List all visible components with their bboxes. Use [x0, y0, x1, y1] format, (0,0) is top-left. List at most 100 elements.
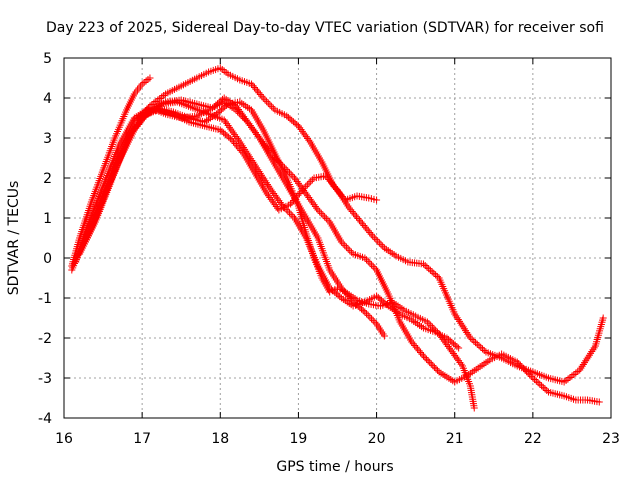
data-point	[426, 266, 434, 274]
data-point	[274, 195, 282, 203]
data-point	[377, 241, 385, 249]
data-point	[428, 268, 436, 276]
data-point	[359, 307, 367, 315]
data-point	[336, 293, 344, 301]
data-point	[301, 131, 309, 139]
x-tick-label: 19	[290, 431, 308, 447]
data-point	[213, 100, 221, 108]
data-point	[468, 336, 476, 344]
data-point	[358, 305, 366, 313]
data-point	[255, 89, 263, 97]
series-track-7	[138, 98, 478, 412]
data-point	[289, 172, 297, 180]
data-point	[341, 241, 349, 249]
data-point	[368, 261, 376, 269]
data-point	[242, 116, 250, 124]
data-point	[350, 209, 358, 217]
data-point	[234, 143, 242, 151]
data-point	[529, 374, 537, 382]
data-point	[218, 127, 226, 135]
x-tick-label: 20	[368, 431, 386, 447]
data-point	[249, 125, 257, 133]
data-point	[427, 360, 435, 368]
x-tick-label: 17	[133, 431, 151, 447]
data-point	[324, 216, 332, 224]
x-tick-label: 18	[211, 431, 229, 447]
data-point	[287, 211, 295, 219]
data-point	[423, 263, 431, 271]
data-point	[446, 337, 454, 345]
data-point	[342, 243, 350, 251]
data-point	[248, 123, 256, 131]
data-point	[284, 207, 292, 215]
data-point	[235, 136, 243, 144]
data-point	[295, 190, 303, 197]
data-point	[249, 82, 257, 90]
data-point	[370, 234, 378, 242]
data-point	[263, 97, 271, 105]
data-point	[215, 98, 223, 106]
data-point	[270, 199, 278, 207]
data-point	[210, 103, 218, 111]
data-point	[302, 190, 310, 198]
data-point	[289, 212, 297, 220]
data-point	[539, 383, 547, 391]
data-point	[276, 198, 284, 206]
data-point	[284, 167, 292, 175]
data-point	[323, 174, 331, 182]
data-point	[261, 141, 269, 149]
data-point	[130, 126, 138, 134]
data-point	[221, 130, 229, 138]
data-point	[302, 133, 310, 141]
data-point	[534, 379, 542, 387]
data-point	[250, 127, 258, 135]
data-point	[136, 119, 144, 127]
data-point	[418, 350, 426, 358]
y-tick-label: 3	[43, 131, 52, 147]
data-point	[305, 194, 313, 202]
data-point	[439, 335, 447, 343]
data-point	[452, 353, 460, 361]
data-point	[298, 127, 306, 135]
data-point	[421, 354, 429, 362]
data-point	[328, 179, 336, 187]
data-point	[466, 334, 474, 342]
data-point	[538, 382, 546, 390]
data-point	[363, 256, 371, 264]
data-point	[271, 191, 279, 199]
data-point	[226, 135, 234, 143]
y-axis-label: SDTVAR / TECUs	[6, 181, 22, 296]
data-point	[302, 183, 310, 191]
data-point	[444, 342, 452, 350]
data-point	[313, 204, 321, 212]
data-point	[430, 325, 438, 333]
data-point	[309, 199, 317, 207]
data-point	[450, 340, 458, 348]
data-point	[258, 92, 266, 100]
data-point	[436, 332, 444, 340]
data-point	[225, 133, 233, 141]
data-point	[371, 318, 379, 326]
data-point	[289, 118, 297, 126]
x-tick-label: 23	[602, 431, 620, 447]
data-point	[447, 346, 455, 354]
data-point	[475, 342, 483, 350]
data-point	[364, 311, 372, 319]
data-point	[369, 232, 377, 240]
data-point	[423, 318, 431, 326]
data-point	[453, 343, 461, 351]
data-point	[254, 132, 262, 140]
y-tick-label: 1	[43, 211, 52, 227]
data-point	[217, 97, 225, 105]
data-point	[135, 121, 143, 129]
data-point	[442, 339, 450, 347]
data-point	[300, 129, 308, 137]
x-tick-label: 21	[446, 431, 464, 447]
data-point	[430, 363, 438, 371]
data-point	[307, 177, 315, 185]
data-point	[228, 136, 236, 144]
data-point	[310, 201, 318, 209]
data-point	[223, 120, 231, 128]
data-point	[326, 177, 334, 185]
data-point	[427, 321, 435, 329]
